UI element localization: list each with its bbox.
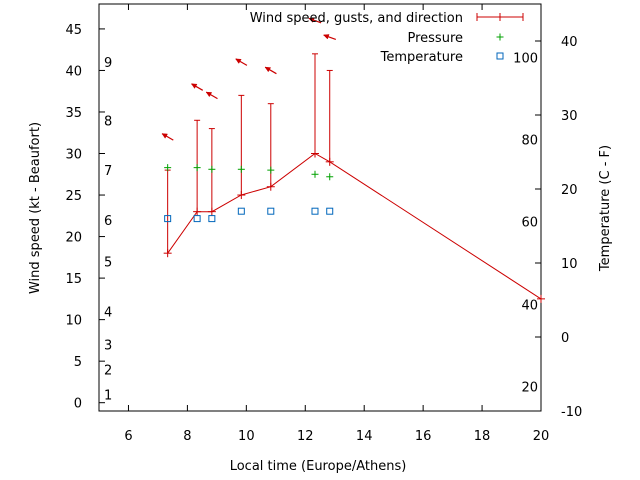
temperature-point bbox=[193, 215, 201, 223]
pressure-series bbox=[164, 164, 334, 181]
y2-axis-label: Temperature (C - F) bbox=[598, 145, 613, 272]
y-tick-label: 35 bbox=[65, 106, 82, 121]
fahrenheit-label: 40 bbox=[521, 298, 538, 313]
y2-tick-label: -10 bbox=[561, 405, 582, 420]
beaufort-label: 1 bbox=[104, 388, 112, 403]
direction-arrowhead bbox=[205, 91, 213, 98]
temperature-point bbox=[208, 215, 216, 223]
y2-tick-label: 40 bbox=[561, 35, 578, 50]
temperature-point bbox=[326, 207, 334, 215]
temperature-point bbox=[164, 215, 172, 223]
x-tick-label: 6 bbox=[124, 429, 132, 444]
x-tick-label: 10 bbox=[238, 429, 255, 444]
direction-arrowhead bbox=[308, 17, 315, 23]
y-tick-label: 5 bbox=[74, 355, 82, 370]
x-tick-label: 8 bbox=[183, 429, 191, 444]
y-tick-label: 15 bbox=[65, 272, 82, 287]
x-tick-label: 12 bbox=[297, 429, 314, 444]
beaufort-label: 8 bbox=[104, 114, 112, 129]
wind-speed-line bbox=[167, 152, 542, 300]
temperature-series bbox=[164, 207, 334, 223]
direction-arrowhead bbox=[323, 34, 330, 40]
fahrenheit-label: 100 bbox=[513, 51, 538, 66]
temperature-point bbox=[237, 207, 245, 215]
direction-arrowhead bbox=[235, 58, 242, 64]
y2-tick-label: 20 bbox=[561, 183, 578, 198]
beaufort-label: 4 bbox=[104, 305, 112, 320]
x-tick-label: 18 bbox=[474, 429, 491, 444]
beaufort-label: 3 bbox=[104, 339, 112, 354]
beaufort-label: 6 bbox=[104, 214, 112, 229]
y-tick-label: 20 bbox=[65, 231, 82, 246]
y2-tick-label: 0 bbox=[561, 331, 569, 346]
beaufort-label: 5 bbox=[104, 255, 112, 270]
temperature-point bbox=[311, 207, 319, 215]
fahrenheit-label: 20 bbox=[521, 381, 538, 396]
direction-arrowhead bbox=[264, 66, 272, 73]
y-axis-label: Wind speed (kt - Beaufort) bbox=[28, 122, 43, 294]
y-tick-label: 0 bbox=[74, 397, 82, 412]
fahrenheit-label: 60 bbox=[521, 216, 538, 231]
y-tick-label: 25 bbox=[65, 189, 82, 204]
fahrenheit-label: 80 bbox=[521, 133, 538, 148]
legend-label: Pressure bbox=[407, 31, 463, 46]
x-tick-label: 20 bbox=[533, 429, 550, 444]
tick-labels: 6 8 10 12 14 16 18 20051015202530354045-1001020… bbox=[65, 23, 582, 444]
beaufort-label: 9 bbox=[104, 56, 112, 71]
y-tick-label: 40 bbox=[65, 64, 82, 79]
y-tick-label: 10 bbox=[65, 314, 82, 329]
y-tick-label: 45 bbox=[65, 23, 82, 38]
direction-arrowhead bbox=[161, 133, 168, 139]
x-axis-label: Local time (Europe/Athens) bbox=[230, 459, 407, 474]
y-tick-label: 30 bbox=[65, 148, 82, 163]
y2-tick-label: 30 bbox=[561, 109, 578, 124]
y2-tick-label: 10 bbox=[561, 257, 578, 272]
axis-ticks bbox=[99, 4, 542, 412]
x-tick-label: 16 bbox=[415, 429, 432, 444]
beaufort-label: 7 bbox=[104, 164, 112, 179]
temperature-point bbox=[267, 207, 275, 215]
legend-swatch bbox=[496, 52, 504, 60]
legend: Wind speed, gusts, and direction Pressure… bbox=[250, 11, 524, 65]
direction-arrowhead bbox=[190, 83, 198, 89]
x-tick-label: 14 bbox=[356, 429, 373, 444]
wind-series bbox=[161, 17, 545, 303]
plot-frame bbox=[98, 3, 542, 412]
legend-label: Temperature bbox=[380, 50, 463, 65]
beaufort-label: 2 bbox=[104, 363, 112, 378]
legend-label: Wind speed, gusts, and direction bbox=[250, 11, 463, 26]
